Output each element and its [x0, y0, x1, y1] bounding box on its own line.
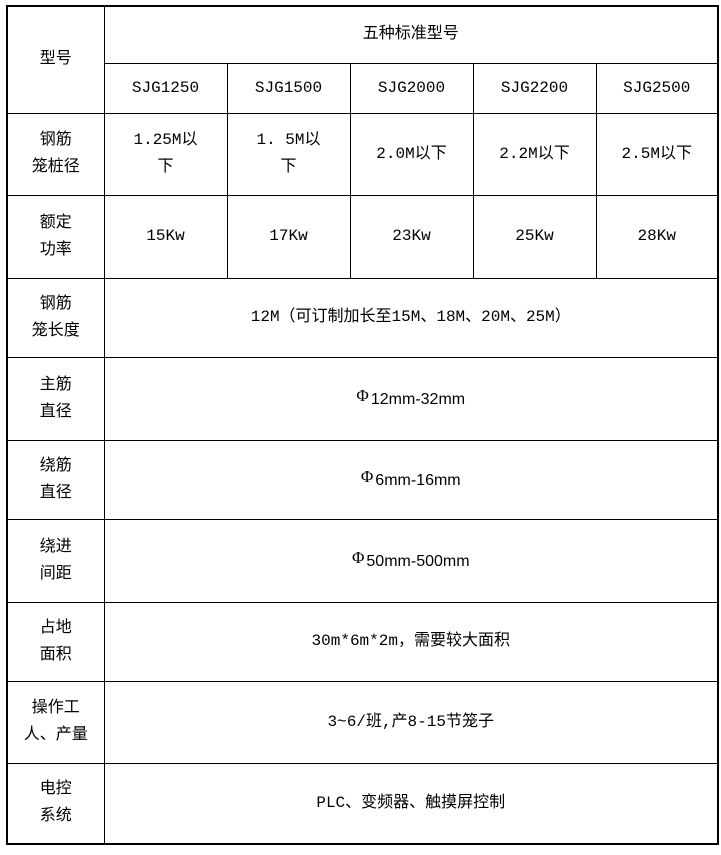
- cell-wrap-spacing: Φ 50mm-500mm: [103, 518, 719, 603]
- row-workers-output: 操作工 人、产量 3~6/班,产8-15节笼子: [6, 680, 719, 764]
- header-row-group: 型号 五种标准型号: [6, 5, 719, 114]
- spec-table: 型号 五种标准型号 SJG1250 SJG1500 SJG2000 SJG220…: [6, 5, 720, 845]
- row-label-main-bar-diameter: 主筋 直径: [6, 356, 105, 441]
- cell-rated-power-4: 25Kw: [472, 194, 597, 279]
- row-label-rated-power: 额定 功率: [6, 194, 105, 279]
- row-pile-diameter: 钢筋 笼桩径 1.25M以 下 1. 5M以 下 2.0M以下 2.2M以下 2…: [6, 112, 719, 196]
- cell-pile-diameter-3: 2.0M以下: [349, 112, 474, 196]
- row-label-pile-diameter: 钢筋 笼桩径: [6, 112, 105, 196]
- row-main-bar-diameter: 主筋 直径 Φ 12mm-32mm: [6, 356, 719, 441]
- row-label-workers-output: 操作工 人、产量: [6, 680, 105, 764]
- cell-pile-diameter-5: 2.5M以下: [595, 112, 719, 196]
- row-cage-length: 钢筋 笼长度 12M（可订制加长至15M、18M、20M、25M）: [6, 277, 719, 358]
- wrap-bar-diameter-value: 6mm-16mm: [375, 471, 461, 489]
- wrap-spacing-value: 50mm-500mm: [366, 552, 470, 570]
- row-footprint: 占地 面积 30m*6m*2m，需要较大面积: [6, 601, 719, 682]
- cell-rated-power-3: 23Kw: [349, 194, 474, 279]
- model-header-sjg1500: SJG1500: [226, 62, 351, 114]
- header-row-models: SJG1250 SJG1500 SJG2000 SJG2200 SJG2500: [7, 62, 719, 114]
- cell-pile-diameter-4: 2.2M以下: [472, 112, 597, 196]
- model-header-sjg2500: SJG2500: [595, 62, 719, 114]
- model-header-sjg1250: SJG1250: [103, 62, 228, 114]
- cell-rated-power-2: 17Kw: [226, 194, 351, 279]
- cell-control-system: PLC、变频器、触摸屏控制: [103, 762, 719, 845]
- corner-label-model: 型号: [6, 5, 105, 114]
- row-control-system: 电控 系统 PLC、变频器、触摸屏控制: [6, 762, 719, 845]
- model-header-sjg2000: SJG2000: [349, 62, 474, 114]
- cell-cage-length: 12M（可订制加长至15M、18M、20M、25M）: [103, 277, 719, 358]
- model-header-sjg2200: SJG2200: [472, 62, 597, 114]
- row-label-cage-length: 钢筋 笼长度: [6, 277, 105, 358]
- phi-symbol: Φ: [351, 547, 365, 567]
- phi-symbol: Φ: [356, 385, 369, 405]
- cell-workers-output: 3~6/班,产8-15节笼子: [103, 680, 719, 764]
- row-label-footprint: 占地 面积: [6, 601, 105, 682]
- cell-pile-diameter-2: 1. 5M以 下: [226, 112, 351, 196]
- row-wrap-spacing: 绕进 间距 Φ 50mm-500mm: [6, 518, 719, 603]
- cell-pile-diameter-1: 1.25M以 下: [103, 112, 228, 196]
- cell-footprint: 30m*6m*2m，需要较大面积: [103, 601, 719, 682]
- row-wrap-bar-diameter: 绕筋 直径 Φ 6mm-16mm: [6, 439, 719, 520]
- cell-rated-power-1: 15Kw: [103, 194, 228, 279]
- row-label-wrap-bar-diameter: 绕筋 直径: [6, 439, 105, 520]
- row-label-wrap-spacing: 绕进 间距: [6, 518, 105, 603]
- cell-wrap-bar-diameter: Φ 6mm-16mm: [103, 439, 719, 520]
- group-header-standard-models: 五种标准型号: [103, 5, 719, 64]
- cell-rated-power-5: 28Kw: [595, 194, 719, 279]
- phi-symbol: Φ: [360, 466, 374, 486]
- cell-main-bar-diameter: Φ 12mm-32mm: [103, 356, 719, 441]
- main-bar-diameter-value: 12mm-32mm: [370, 390, 466, 408]
- row-label-control-system: 电控 系统: [6, 762, 105, 845]
- row-rated-power: 额定 功率 15Kw 17Kw 23Kw 25Kw 28Kw: [6, 194, 719, 279]
